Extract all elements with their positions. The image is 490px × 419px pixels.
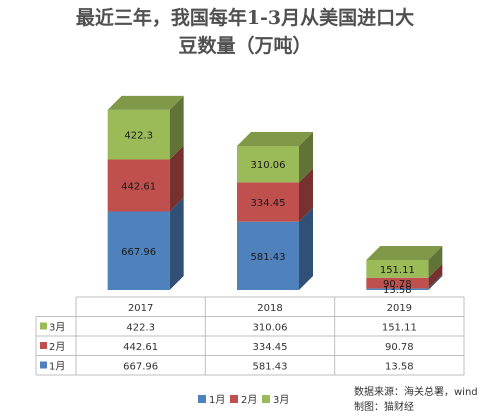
table-cell-3月-2018: 310.06 [253, 323, 288, 334]
table-legend-key-2月 [40, 342, 47, 349]
data-table: 2017 2018 2019 3月 422.3 310.06 151.11 2月 442.61 3… [35, 296, 465, 376]
table-header-2018: 2018 [257, 303, 282, 314]
data-label-2017-2月: 442.61 [121, 182, 156, 193]
table-header-2017: 2017 [128, 303, 153, 314]
table-cell-3月-2019: 151.11 [382, 323, 417, 334]
data-source-note: 数据来源：海关总署，wind [354, 387, 478, 398]
table-row-label-1月: 1月 [49, 361, 65, 373]
table-row-label-3月: 3月 [49, 322, 65, 334]
bar-2019-1月 [366, 288, 429, 290]
table-header-2019: 2019 [387, 303, 412, 314]
table-cell-3月-2017: 422.3 [126, 323, 155, 334]
legend: 1月 2月 3月 [198, 394, 289, 406]
bar-2017-2月 [107, 159, 170, 212]
bar-side-2018-1月 [299, 207, 313, 290]
bar-2019-3月 [366, 259, 429, 278]
bar-2017-1月 [107, 211, 170, 290]
data-label-2018-2月: 334.45 [251, 198, 286, 209]
chart-title-line-2: 豆数量（万吨） [178, 35, 312, 57]
bar-side-2018-3月 [299, 131, 313, 183]
table-cell-1月-2017: 667.96 [123, 362, 158, 373]
bar-2018-1月 [237, 221, 299, 290]
legend-swatch-3月 [262, 395, 270, 403]
bar-side-2019-2月 [428, 263, 443, 289]
bar-side-2019-1月 [428, 274, 443, 290]
legend-label-2月: 2月 [241, 394, 257, 406]
bar-2017-3月 [107, 109, 170, 160]
bar-stack-2017: 667.96 442.61 422.3 [107, 95, 184, 290]
chart-title-line-1: 最近三年，我国每年1-3月从美国进口大 [75, 7, 415, 29]
bar-2019-2月 [366, 277, 429, 289]
table-legend-key-3月 [40, 322, 47, 330]
producer-note: 制图：猫财经 [354, 402, 414, 413]
table-cell-2月-2019: 90.78 [385, 342, 414, 353]
data-label-2017-1月: 667.96 [121, 247, 156, 258]
table-cell-2月-2018: 334.45 [253, 342, 288, 353]
bar-2018-3月 [237, 145, 299, 183]
bar-top-2019 [366, 245, 443, 260]
data-label-2018-1月: 581.43 [251, 252, 286, 263]
data-label-2017-3月: 422.3 [124, 131, 153, 142]
table-cell-1月-2018: 581.43 [253, 362, 288, 373]
bar-2018-2月 [237, 182, 299, 222]
bar-side-2019-3月 [428, 245, 443, 278]
data-label-2019-3月: 151.11 [380, 265, 415, 276]
chart-title: 最近三年，我国每年1-3月从美国进口大 豆数量（万吨） [0, 4, 490, 60]
data-label-2018-3月: 310.06 [251, 160, 286, 171]
bar-side-2017-2月 [169, 145, 184, 212]
bar-side-2018-2月 [299, 168, 313, 222]
legend-swatch-2月 [230, 395, 238, 403]
data-label-2019-2月: 90.78 [383, 279, 412, 290]
bar-top-2018 [237, 131, 313, 146]
bar-top-2017 [107, 95, 184, 110]
legend-label-3月: 3月 [273, 394, 289, 406]
bar-stack-2018: 581.43 334.45 310.06 [237, 131, 313, 290]
legend-label-1月: 1月 [209, 394, 225, 406]
table-cell-2月-2017: 442.61 [123, 342, 158, 353]
table-legend-key-1月 [40, 361, 47, 369]
legend-swatch-1月 [198, 395, 206, 403]
table-row-label-2月: 2月 [49, 341, 65, 353]
bar-side-2017-3月 [169, 95, 184, 160]
table-cell-1月-2019: 13.58 [385, 362, 414, 373]
data-label-2019-1月: 13.58 [383, 285, 412, 296]
bar-side-2017-1月 [169, 197, 184, 290]
